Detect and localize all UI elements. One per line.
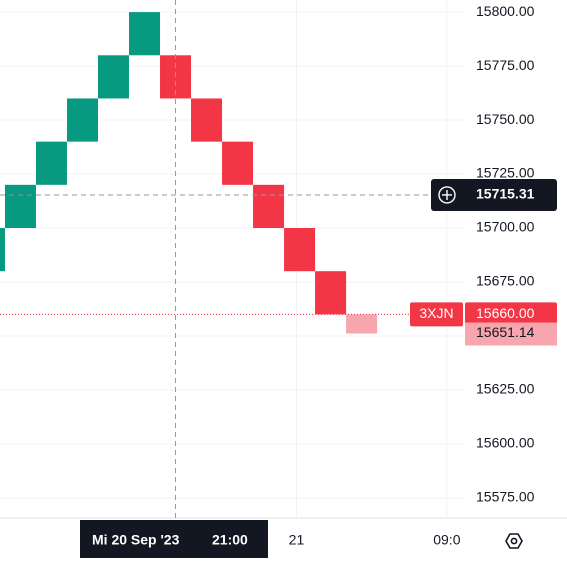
last-price-label: 15660.00 bbox=[476, 305, 535, 321]
y-tick-label: 15675.00 bbox=[476, 273, 535, 289]
y-tick-label: 15800.00 bbox=[476, 3, 535, 19]
add-alert-plus bbox=[442, 189, 452, 200]
renko-brick bbox=[97, 55, 130, 99]
current-price-label: 15651.14 bbox=[476, 324, 535, 340]
renko-brick bbox=[284, 228, 316, 272]
current-price-badge bbox=[465, 322, 557, 346]
crosshair-time-label: 21:00 bbox=[212, 532, 248, 548]
overlay: 15575.0015600.0015625.0015650.0015675.00… bbox=[0, 0, 557, 558]
renko-brick bbox=[191, 98, 223, 142]
add-alert-button[interactable] bbox=[438, 186, 456, 204]
plot: 21 09:0 bbox=[0, 12, 461, 548]
y-tick-label: 15625.00 bbox=[476, 381, 535, 397]
crosshair-date-label: Mi 20 Sep '23 bbox=[92, 532, 180, 548]
y-tick-label: 15600.00 bbox=[476, 435, 535, 451]
x-tick-label: 21 bbox=[289, 532, 305, 548]
renko-brick bbox=[222, 141, 254, 185]
symbol-badge bbox=[410, 302, 463, 327]
renko-brick bbox=[315, 271, 347, 315]
symbol-label: 3XJN bbox=[419, 305, 453, 321]
y-tick-label: 15725.00 bbox=[476, 165, 535, 181]
crosshair-time-badge bbox=[80, 520, 268, 558]
renko-brick bbox=[4, 184, 36, 229]
last-price-badge bbox=[465, 302, 557, 327]
y-tick-label: 15575.00 bbox=[476, 489, 535, 505]
renko-brick bbox=[129, 12, 161, 56]
renko-brick bbox=[66, 98, 98, 142]
x-tick-label: 09:0 bbox=[433, 532, 460, 548]
crosshair-price-label: 15715.31 bbox=[476, 186, 535, 202]
settings-icon[interactable] bbox=[505, 533, 523, 549]
crosshair-price-badge bbox=[431, 178, 557, 211]
renko-brick bbox=[0, 228, 5, 272]
y-tick-label: 15750.00 bbox=[476, 111, 535, 127]
renko-brick bbox=[35, 141, 67, 185]
y-tick-label: 15700.00 bbox=[476, 219, 535, 235]
renko-brick bbox=[346, 314, 378, 334]
renko-brick bbox=[253, 184, 285, 229]
y-tick-label: 15775.00 bbox=[476, 57, 535, 73]
